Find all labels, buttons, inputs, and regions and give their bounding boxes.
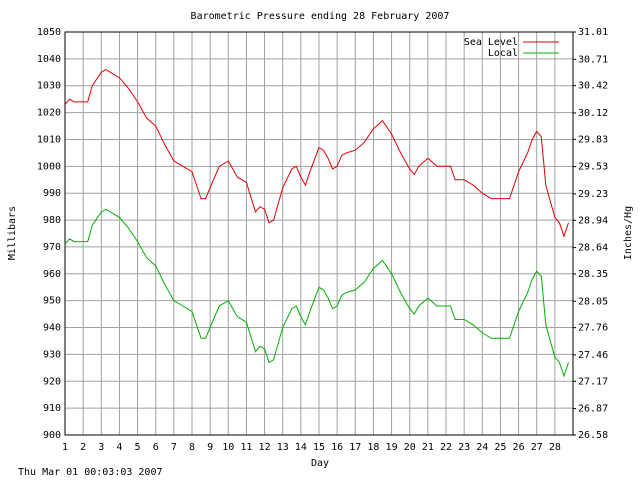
y-tick-label: 1020 [37,108,61,119]
y-axis-label: Millibars [7,206,18,260]
y-tick-label: 910 [43,403,61,414]
y2-tick-label: 29.23 [578,189,608,200]
x-tick-label: 8 [189,442,195,453]
x-tick-label: 9 [207,442,213,453]
y2-tick-label: 27.46 [578,350,608,361]
y-tick-label: 1010 [37,134,61,145]
x-tick-label: 20 [404,442,416,453]
plot-frame [64,31,574,436]
y2-tick-label: 30.71 [578,54,608,65]
y-tick-label: 1050 [37,27,61,38]
y2-tick-label: 26.58 [578,430,608,441]
y2-axis-label: Inches/Hg [623,206,634,260]
x-tick-label: 26 [513,442,525,453]
y-tick-label: 1000 [37,161,61,172]
x-tick-label: 16 [331,442,343,453]
timestamp: Thu Mar 01 00:03:03 2007 [18,467,163,478]
x-tick-label: 18 [367,442,379,453]
x-tick-label: 24 [476,442,488,453]
y-tick-label: 1040 [37,54,61,65]
x-tick-label: 3 [98,442,104,453]
x-tick-label: 14 [295,442,307,453]
y2-tick-label: 28.94 [578,215,608,226]
y-tick-label: 1030 [37,81,61,92]
y2-tick-label: 27.76 [578,323,608,334]
y2-tick-label: 30.42 [578,81,608,92]
x-tick-label: 1 [62,442,68,453]
y2-tick-label: 29.53 [578,162,608,173]
y2-tick-label: 28.35 [578,269,608,280]
y2-tick-label: 28.64 [578,243,608,254]
y2-tick-label: 27.17 [578,376,608,387]
series-line [64,208,569,378]
y-tick-label: 900 [43,430,61,441]
legend-label: Local [488,48,518,59]
y2-tick-label: 29.83 [578,134,608,145]
x-tick-label: 27 [531,442,543,453]
y-tick-label: 920 [43,376,61,387]
x-tick-label: 12 [259,442,271,453]
chart-title: Barometric Pressure ending 28 February 2… [191,11,450,22]
x-tick-label: 22 [440,442,452,453]
x-tick-label: 4 [116,442,122,453]
series-line [64,69,569,238]
legend-label: Sea Level [464,37,518,48]
y-tick-label: 980 [43,215,61,226]
y-tick-label: 930 [43,349,61,360]
x-tick-label: 13 [277,442,289,453]
y-tick-label: 950 [43,296,61,307]
y-tick-label: 960 [43,269,61,280]
y-tick-label: 940 [43,323,61,334]
y-tick-label: 970 [43,242,61,253]
y-tick-label: 990 [43,188,61,199]
x-tick-label: 21 [422,442,434,453]
y2-tick-label: 26.87 [578,404,608,415]
x-tick-label: 2 [80,442,86,453]
x-tick-label: 11 [240,442,252,453]
x-tick-label: 28 [549,442,561,453]
y2-tick-label: 31.01 [578,27,608,38]
x-tick-label: 6 [153,442,159,453]
x-tick-label: 19 [386,442,398,453]
x-tick-label: 15 [313,442,325,453]
x-tick-label: 10 [222,442,234,453]
x-tick-label: 17 [349,442,361,453]
y2-tick-label: 28.05 [578,296,608,307]
x-axis-label: Day [311,458,329,469]
x-tick-label: 7 [171,442,177,453]
x-tick-label: 23 [458,442,470,453]
x-tick-label: 5 [135,442,141,453]
x-tick-label: 25 [494,442,506,453]
y2-tick-label: 30.12 [578,108,608,119]
